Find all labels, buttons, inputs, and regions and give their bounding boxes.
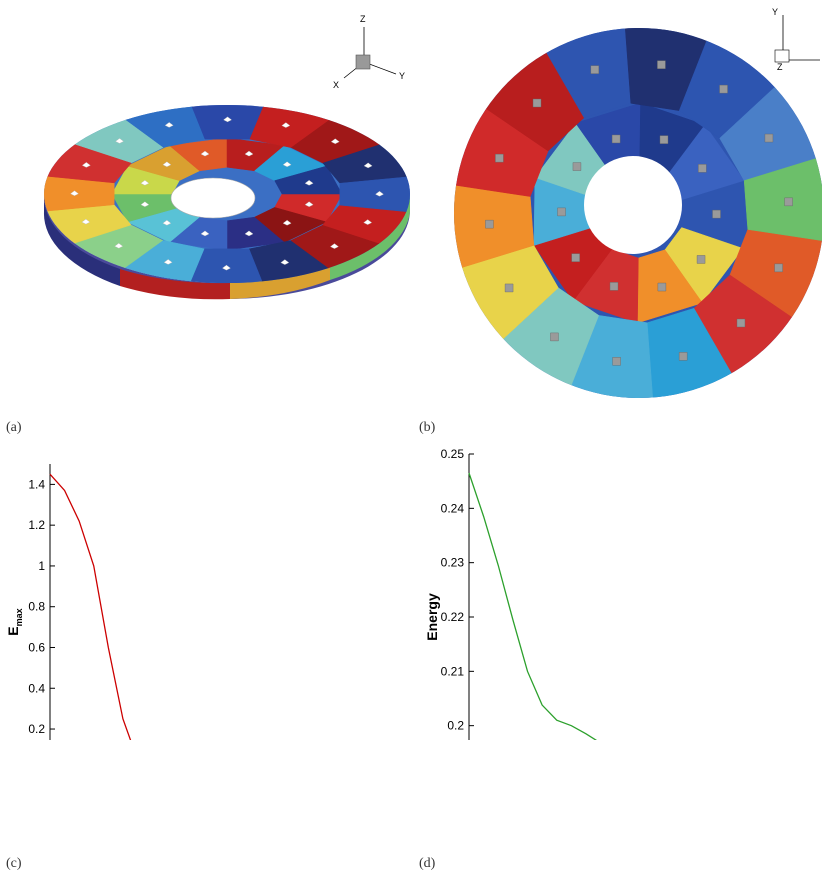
seed-point (557, 207, 566, 217)
seed-point (164, 122, 174, 128)
seed-point (162, 219, 172, 226)
seed-point (532, 98, 542, 108)
axis-triad-b: Y Z (772, 7, 820, 72)
panel-b-disk-top: Y Z (454, 7, 822, 398)
y-tick-label: 1 (38, 559, 45, 573)
seed-point (485, 219, 494, 229)
seed-point (140, 201, 150, 207)
seed-point (590, 65, 600, 74)
series-line (468, 472, 598, 740)
y-tick-label: 0.22 (441, 610, 465, 624)
seed-point (609, 282, 619, 291)
seed-point (115, 138, 124, 144)
seed-point (163, 259, 173, 265)
seed-point (363, 162, 373, 169)
seed-point (244, 230, 254, 237)
seed-point (281, 122, 291, 128)
chart-c-emax: 00.20.40.60.811.21.4050100IterationEmax (5, 464, 132, 740)
y-tick-label: 0.21 (441, 664, 465, 678)
seed-point (200, 230, 210, 237)
series-line (49, 473, 132, 740)
seed-point (70, 190, 79, 196)
seed-point (550, 332, 559, 342)
y-axis-label: Energy (424, 593, 440, 641)
triad-a-x: X (333, 80, 339, 90)
axis-triad-a: Z Y X (333, 14, 405, 90)
triad-a-y: Y (399, 71, 405, 81)
seed-point (764, 133, 774, 143)
triad-a-z: Z (360, 14, 366, 24)
triad-b-z: Z (777, 62, 783, 72)
y-axis-label-sub: max (14, 608, 24, 626)
triad-b-y: Y (772, 7, 778, 17)
seed-point (223, 116, 232, 123)
seed-point (784, 197, 793, 207)
y-tick-label: 0.23 (441, 556, 465, 570)
voronoi-cell (665, 124, 745, 200)
seed-point (304, 201, 314, 207)
y-tick-label: 0.25 (441, 447, 465, 461)
y-tick-label: 0.4 (28, 681, 45, 695)
seed-point (330, 243, 339, 249)
seed-point (375, 191, 384, 197)
y-tick-label: 0.24 (441, 501, 465, 515)
caption-c: (c) (6, 856, 22, 871)
seed-point (280, 259, 290, 265)
seed-point (696, 255, 706, 264)
y-tick-label: 0.8 (28, 600, 45, 614)
chart-d-energy: 0.190.20.210.220.230.240.25050100Iterati… (424, 447, 598, 740)
caption-a: (a) (6, 420, 22, 435)
seed-point (572, 162, 582, 171)
seed-point (495, 153, 504, 163)
seed-point (611, 134, 621, 144)
seed-point (162, 161, 172, 167)
caption-d: (d) (419, 856, 436, 871)
seed-point (81, 218, 91, 225)
seed-point (282, 161, 292, 167)
seed-point (612, 357, 621, 366)
seed-point (719, 84, 728, 94)
seed-point (678, 352, 688, 361)
seed-point (304, 180, 314, 186)
voronoi-cell (274, 165, 343, 195)
seed-point (657, 60, 666, 69)
seed-point (282, 219, 292, 226)
disk-a-hole (170, 177, 256, 219)
seed-point (244, 150, 254, 157)
seed-point (363, 219, 373, 225)
seed-point (774, 263, 783, 273)
seed-point (81, 162, 91, 168)
y-tick-label: 1.4 (28, 477, 45, 491)
seed-point (659, 135, 669, 144)
seed-point (330, 138, 340, 144)
y-tick-label: 0.6 (28, 640, 45, 654)
seed-point (222, 264, 231, 271)
caption-b: (b) (419, 420, 436, 435)
seed-point (200, 150, 210, 157)
seed-point (698, 164, 707, 173)
panel-a-disk-3d: Z Y X (43, 14, 410, 300)
seed-point (657, 282, 667, 292)
seed-point (712, 209, 721, 219)
seed-point (140, 180, 150, 186)
seed-point (736, 318, 746, 328)
y-axis-label: Emax (5, 608, 24, 635)
disk-b-hole (584, 156, 682, 254)
seed-point (114, 243, 124, 249)
y-tick-label: 0.2 (447, 719, 464, 733)
y-tick-label: 0.2 (28, 722, 45, 736)
y-tick-label: 1.2 (28, 518, 45, 532)
seed-point (504, 283, 514, 293)
seed-point (571, 253, 580, 262)
